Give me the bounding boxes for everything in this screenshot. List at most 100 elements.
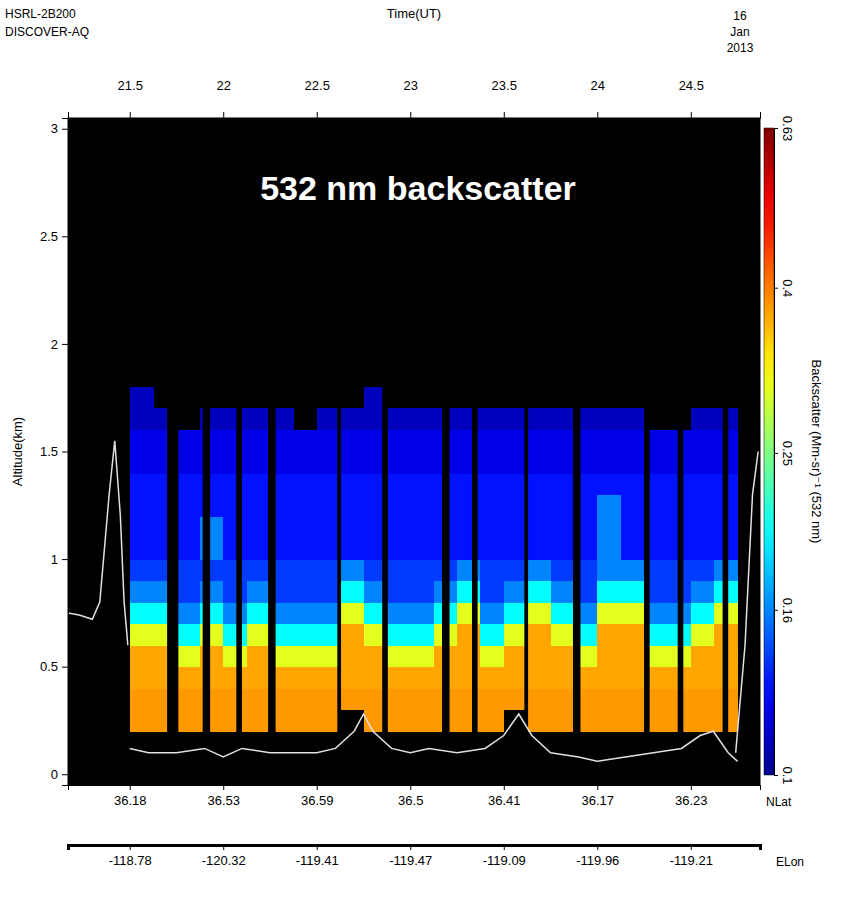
heatmap-cell bbox=[387, 581, 411, 603]
tick-label: 1 bbox=[51, 552, 58, 567]
heatmap-cell bbox=[691, 645, 715, 667]
heatmap-cell bbox=[176, 581, 200, 603]
tick-mark bbox=[62, 344, 68, 345]
tick: 0.5 bbox=[40, 659, 68, 674]
heatmap-cell bbox=[480, 516, 504, 538]
axis: 0.10.160.250.40.63 bbox=[774, 116, 795, 785]
lat-axis-title: NLat bbox=[766, 795, 792, 809]
colorbar bbox=[764, 128, 774, 775]
tick: 23.5 bbox=[492, 78, 517, 118]
tick-label: 24.5 bbox=[679, 78, 704, 93]
heatmap-cell bbox=[597, 602, 621, 624]
heatmap-cell bbox=[387, 430, 411, 452]
heatmap-cell bbox=[130, 645, 154, 667]
heatmap-cell bbox=[410, 408, 434, 430]
tick-mark bbox=[597, 112, 598, 118]
heatmap-cell bbox=[504, 667, 528, 689]
heatmap-cell bbox=[223, 538, 247, 560]
heatmap-cell bbox=[293, 602, 317, 624]
heatmap-cell bbox=[504, 516, 528, 538]
heatmap-cell bbox=[130, 452, 154, 474]
tick-mark bbox=[130, 112, 131, 118]
axis-line bbox=[62, 119, 69, 786]
heatmap-cell bbox=[387, 688, 411, 710]
heatmap-cell bbox=[527, 710, 551, 732]
data-gap bbox=[678, 118, 684, 785]
tick: 0.16 bbox=[774, 598, 795, 623]
heatmap-cell bbox=[597, 495, 621, 517]
heatmap-cell bbox=[480, 538, 504, 560]
tick: -119.21 bbox=[670, 845, 713, 868]
heatmap-cell bbox=[247, 452, 271, 474]
heatmap-cell bbox=[130, 559, 154, 581]
line bbox=[130, 714, 738, 761]
heatmap-cell bbox=[293, 710, 317, 732]
heatmap-cell bbox=[480, 408, 504, 430]
heatmap-cell bbox=[480, 581, 504, 603]
heatmap-cell bbox=[387, 710, 411, 732]
heatmap-cell bbox=[621, 516, 645, 538]
heatmap-cell bbox=[223, 645, 247, 667]
tick-label: -119.96 bbox=[576, 853, 619, 868]
heatmap-cell bbox=[551, 559, 575, 581]
heatmap-cell bbox=[387, 516, 411, 538]
heatmap-cell bbox=[387, 602, 411, 624]
heatmap-cell bbox=[527, 452, 551, 474]
tick-label: 2 bbox=[51, 337, 58, 352]
heatmap-cell bbox=[691, 710, 715, 732]
tick-mark bbox=[130, 845, 131, 850]
tick-mark bbox=[410, 845, 411, 850]
tick-label: 36.23 bbox=[675, 793, 708, 808]
tick-mark bbox=[597, 785, 598, 790]
data-gap bbox=[382, 118, 388, 785]
heatmap-cell bbox=[480, 667, 504, 689]
line bbox=[68, 441, 758, 753]
tick: 36.23 bbox=[675, 785, 708, 808]
heatmap-cell bbox=[480, 430, 504, 452]
heatmap-cell bbox=[597, 645, 621, 667]
tick: 22.5 bbox=[305, 78, 330, 118]
heatmap-cell bbox=[551, 430, 575, 452]
tick-label: 21.5 bbox=[118, 78, 143, 93]
axis-line bbox=[775, 129, 779, 776]
heatmap-cell bbox=[176, 624, 200, 646]
heatmap-cell bbox=[621, 559, 645, 581]
heatmap-cell bbox=[621, 645, 645, 667]
heatmap-cell bbox=[410, 495, 434, 517]
heatmap-cell bbox=[293, 667, 317, 689]
y-axis-title: Altitude(km) bbox=[10, 417, 25, 486]
tick-label: 0.1 bbox=[780, 766, 795, 784]
tick: 36.5 bbox=[398, 785, 423, 808]
tick-mark bbox=[62, 452, 68, 453]
data-gap bbox=[472, 118, 478, 785]
heatmap-cell bbox=[504, 581, 528, 603]
tick: -119.47 bbox=[389, 845, 432, 868]
heatmap-cell bbox=[387, 408, 411, 430]
heatmap-cell bbox=[504, 538, 528, 560]
heatmap-cell bbox=[691, 667, 715, 689]
tick-label: 1.5 bbox=[40, 444, 58, 459]
heatmap-cell bbox=[340, 645, 364, 667]
data-gap bbox=[723, 118, 729, 785]
tick-mark bbox=[774, 128, 778, 129]
heatmap-cell bbox=[130, 688, 154, 710]
heatmap-cell bbox=[621, 495, 645, 517]
heatmap-cell bbox=[176, 710, 200, 732]
tick-mark bbox=[62, 774, 68, 775]
heatmap-cell bbox=[527, 538, 551, 560]
heatmap-cell bbox=[176, 452, 200, 474]
heatmap-cell bbox=[130, 538, 154, 560]
heatmap-cell bbox=[247, 688, 271, 710]
heatmap-cell bbox=[504, 688, 528, 710]
heatmap-cell bbox=[551, 581, 575, 603]
tick: 24 bbox=[591, 78, 605, 118]
heatmap-cell bbox=[480, 688, 504, 710]
heatmap-cell bbox=[551, 495, 575, 517]
heatmap-cell bbox=[340, 581, 364, 603]
heatmap-cell bbox=[176, 645, 200, 667]
heatmap-cell bbox=[597, 452, 621, 474]
heatmap-cell bbox=[340, 624, 364, 646]
heatmap-cell bbox=[480, 624, 504, 646]
heatmap-cell bbox=[293, 559, 317, 581]
lon-axis-title: ELon bbox=[776, 855, 804, 869]
